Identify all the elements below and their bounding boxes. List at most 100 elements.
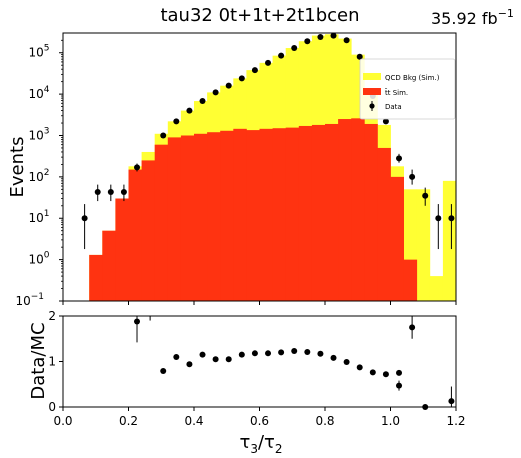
- x-tick-label: 0.8: [315, 414, 334, 428]
- x-tick-label: 0.4: [184, 414, 203, 428]
- ratio-y-tick-label: 0: [48, 400, 56, 414]
- luminosity-label: 35.92 fb−1: [431, 7, 514, 28]
- legend-data-label: Data: [385, 103, 402, 111]
- data-point: [252, 67, 258, 73]
- ratio-point: [200, 352, 206, 358]
- y-tick-label: 105: [28, 44, 49, 60]
- data-point: [82, 215, 88, 221]
- legend-ttbar-label: t̄t Sim.: [385, 88, 408, 97]
- main-x-axis-ticks: [63, 301, 456, 305]
- ratio-point: [304, 349, 310, 355]
- ratio-point: [291, 348, 297, 354]
- data-point: [226, 83, 232, 89]
- data-point: [304, 38, 310, 44]
- qcd-bar: [443, 181, 457, 301]
- ratio-point: [344, 359, 350, 365]
- data-point: [173, 118, 179, 124]
- ttbar-bar: [260, 129, 274, 301]
- data-point: [134, 164, 140, 170]
- ratio-x-axis: 0.0 0.2 0.4 0.6 0.8 1.0 1.2: [53, 407, 465, 428]
- ratio-point: [278, 349, 284, 355]
- y-tick-label: 102: [28, 168, 49, 184]
- ttbar-bar: [338, 119, 352, 301]
- ratio-point: [370, 369, 376, 375]
- ttbar-bar: [155, 145, 169, 301]
- ttbar-bar: [194, 134, 208, 301]
- ratio-point: [239, 352, 245, 358]
- data-point: [108, 189, 114, 195]
- legend: QCD Bkg (Sim.) t̄t Sim. Data: [360, 59, 455, 119]
- data-point: [160, 132, 166, 138]
- ratio-point: [396, 370, 402, 376]
- ttbar-bar: [391, 177, 405, 301]
- ratio-point: [134, 318, 140, 324]
- ratio-points: [134, 316, 454, 410]
- ratio-point: [409, 324, 415, 330]
- ttbar-bar: [364, 124, 378, 301]
- main-panel: 10−1 100 101 102 103 104 105 tau32 0t+1t+2t1bc…: [7, 5, 514, 308]
- x-axis-label: τ3/τ2: [239, 432, 282, 456]
- ttbar-bar: [404, 260, 418, 301]
- data-point: [422, 193, 428, 199]
- ttbar-bar: [168, 137, 182, 301]
- ratio-point: [331, 355, 337, 361]
- data-point: [396, 155, 402, 161]
- ttbar-bar: [89, 255, 103, 301]
- chart-title: tau32 0t+1t+2t1bcen: [160, 5, 359, 26]
- ratio-point: [213, 356, 219, 362]
- data-point: [278, 53, 284, 59]
- ttbar-bar: [312, 125, 326, 301]
- qcd-bar: [430, 276, 444, 301]
- ratio-point: [173, 354, 179, 360]
- y-tick-label: 10−1: [15, 292, 44, 308]
- data-point: [265, 60, 271, 66]
- legend-qcd-label: QCD Bkg (Sim.): [385, 74, 440, 82]
- ttbar-bar: [377, 148, 391, 301]
- ratio-point: [252, 350, 258, 356]
- data-point: [409, 174, 415, 180]
- ttbar-bar: [325, 124, 339, 301]
- ratio-y-tick-label: 2: [48, 309, 56, 323]
- ttbar-bar: [246, 130, 260, 301]
- ratio-point: [265, 350, 271, 356]
- x-tick-label: 1.2: [446, 414, 465, 428]
- data-point: [435, 215, 441, 221]
- ttbar-bar: [207, 132, 221, 301]
- data-point: [317, 34, 323, 40]
- ttbar-bar: [181, 135, 195, 301]
- ratio-point: [317, 351, 323, 357]
- y-tick-label: 100: [28, 251, 49, 267]
- data-point: [239, 75, 245, 81]
- data-point: [448, 215, 454, 221]
- ratio-panel: 0 1 2 0.0 0.2 0.4 0.6 0.8 1.0 1.2 Data/MC τ3/τ2: [28, 309, 466, 456]
- ttbar-bar: [233, 129, 247, 301]
- data-point: [291, 45, 297, 51]
- ttbar-bar: [115, 199, 128, 301]
- x-tick-label: 1.0: [381, 414, 400, 428]
- ratio-y-tick-label: 1: [48, 355, 56, 369]
- x-tick-label: 0.6: [250, 414, 269, 428]
- ratio-point: [357, 364, 363, 370]
- ratio-point: [160, 368, 166, 374]
- ttbar-bar: [129, 170, 143, 301]
- data-point: [186, 108, 192, 114]
- x-tick-label: 0.0: [53, 414, 72, 428]
- ttbar-histogram: [89, 118, 417, 301]
- ttbar-bar: [102, 231, 116, 301]
- ratio-point: [396, 383, 402, 389]
- data-point: [95, 189, 101, 195]
- legend-qcd-swatch: [363, 73, 381, 80]
- ratio-y-axis-label: Data/MC: [28, 322, 49, 399]
- ttbar-bar: [351, 118, 365, 301]
- data-point: [344, 37, 350, 43]
- x-tick-label: 0.2: [119, 414, 138, 428]
- data-point: [121, 189, 127, 195]
- ratio-axes-frame: [63, 316, 456, 407]
- y-tick-label: 103: [28, 126, 49, 142]
- ratio-point: [383, 371, 389, 377]
- ratio-point: [186, 361, 192, 367]
- y-tick-label: 104: [28, 85, 49, 101]
- legend-data-marker: [369, 103, 374, 108]
- ttbar-bar: [142, 160, 156, 301]
